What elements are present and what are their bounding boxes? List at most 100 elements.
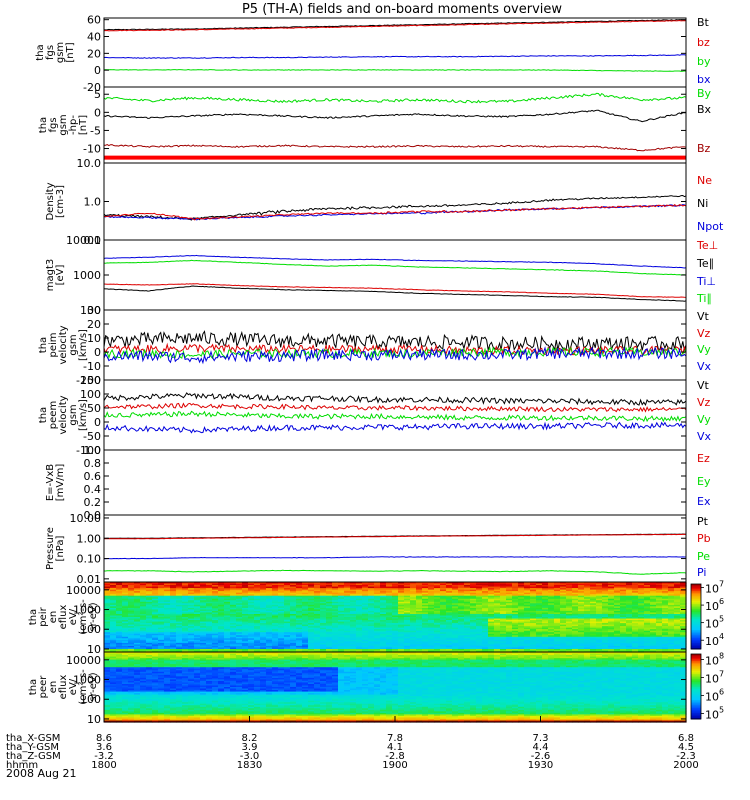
- spectrogram-cell: [656, 585, 663, 588]
- spectrogram-cell: [350, 615, 357, 618]
- spectrogram-cell: [668, 589, 675, 592]
- spectrogram-cell: [428, 610, 435, 614]
- spectrogram-cell: [344, 582, 351, 585]
- spectrogram-cell: [326, 630, 333, 633]
- spectrogram-cell: [560, 604, 567, 607]
- spectrogram-cell: [464, 617, 471, 620]
- spectrogram-cell: [272, 613, 279, 617]
- spectrogram-cell: [320, 610, 327, 614]
- spectrogram-cell: [644, 609, 651, 612]
- spectrogram-cell: [428, 647, 435, 650]
- spectrogram-cell: [278, 633, 285, 636]
- spectrogram-cell: [110, 682, 117, 685]
- spectrogram-cell: [638, 585, 645, 588]
- spectrogram-cell: [446, 615, 453, 618]
- spectrogram-cell: [110, 589, 117, 592]
- spectrogram-cell: [392, 630, 399, 633]
- spectrogram-cell: [314, 607, 321, 610]
- spectrogram-cell: [158, 592, 165, 595]
- spectrogram-cell: [122, 586, 129, 589]
- spectrogram-cell: [482, 620, 489, 623]
- spectrogram-cell: [464, 594, 471, 597]
- spectrogram-cell: [446, 597, 453, 600]
- spectrogram-cell: [110, 632, 117, 635]
- spectrogram-cell: [350, 635, 357, 638]
- spectrogram-cell: [368, 644, 375, 647]
- spectrogram-cell: [140, 613, 147, 617]
- spectrogram-cell: [314, 592, 321, 595]
- spectrogram-cell: [542, 610, 549, 614]
- spectrogram-cell: [632, 598, 639, 601]
- spectrogram-cell: [416, 600, 423, 603]
- spectrogram-cell: [518, 600, 525, 603]
- spectrogram-cell: [350, 606, 357, 609]
- spectrogram-cell: [500, 635, 507, 638]
- spectrogram-cell: [332, 620, 339, 623]
- spectrogram-cell: [242, 644, 249, 647]
- spectrogram-cell: [110, 687, 117, 690]
- spectrogram-cell: [374, 648, 381, 652]
- spectrogram-cell: [122, 676, 129, 679]
- spectrogram-cell: [464, 645, 471, 649]
- spectrogram-cell: [146, 586, 153, 589]
- spectrogram-cell: [266, 607, 273, 610]
- spectrogram-cell: [350, 588, 357, 591]
- spectrogram-cell: [134, 644, 141, 647]
- spectrogram-cell: [536, 642, 543, 645]
- spectrogram-cell: [332, 618, 339, 621]
- spectrogram-cell: [362, 647, 369, 650]
- spectrogram-cell: [176, 585, 183, 588]
- spectrogram-cell: [410, 630, 417, 633]
- spectrogram-cell: [554, 629, 561, 632]
- spectrogram-cell: [410, 629, 417, 632]
- spectrogram-cell: [470, 585, 477, 588]
- spectrogram-cell: [158, 606, 165, 609]
- spectrogram-cell: [596, 606, 603, 609]
- spectrogram-cell: [272, 594, 279, 597]
- spectrogram-cell: [110, 673, 117, 676]
- spectrogram-cell: [110, 658, 117, 661]
- spectrogram-cell: [116, 582, 123, 585]
- spectrogram-cell: [572, 613, 579, 617]
- spectrogram-cell: [140, 612, 147, 615]
- spectrogram-cell: [224, 639, 231, 642]
- y-tick-label: 50: [87, 402, 101, 415]
- spectrogram-cell: [260, 601, 267, 604]
- spectrogram-cell: [500, 629, 507, 632]
- spectrogram-cell: [164, 621, 171, 624]
- spectrogram-cell: [314, 620, 321, 623]
- spectrogram-cell: [326, 603, 333, 606]
- spectrogram-cell: [266, 597, 273, 600]
- spectrogram-cell: [518, 609, 525, 612]
- spectrogram-cell: [524, 644, 531, 647]
- spectrogram-cell: [338, 641, 345, 644]
- spectrogram-cell: [548, 604, 555, 607]
- spectrogram-cell: [512, 629, 519, 632]
- spectrogram-cell: [110, 711, 117, 714]
- spectrogram-cell: [242, 594, 249, 597]
- spectrogram-cell: [272, 630, 279, 633]
- spectrogram-cell: [308, 589, 315, 592]
- spectrogram-cell: [452, 607, 459, 610]
- spectrogram-cell: [374, 641, 381, 644]
- spectrogram-cell: [416, 645, 423, 649]
- spectrogram-cell: [278, 591, 285, 594]
- spectrogram-cell: [386, 592, 393, 595]
- spectrogram-cell: [476, 609, 483, 612]
- spectrogram-cell: [608, 630, 615, 633]
- spectrogram-cell: [542, 630, 549, 633]
- spectrogram-cell: [266, 615, 273, 618]
- spectrogram-cell: [386, 609, 393, 612]
- spectrogram-cell: [578, 594, 585, 597]
- spectrogram-cell: [374, 594, 381, 597]
- spectrogram-cell: [452, 642, 459, 645]
- spectrogram-cell: [200, 595, 207, 598]
- spectrogram-cell: [650, 648, 657, 652]
- spectrogram-cell: [566, 588, 573, 591]
- spectrogram-cell: [476, 606, 483, 609]
- spectrogram-cell: [350, 627, 357, 630]
- spectrogram-cell: [140, 620, 147, 623]
- spectrogram-cell: [650, 609, 657, 612]
- spectrogram-cell: [362, 588, 369, 591]
- spectrogram-cell: [356, 586, 363, 589]
